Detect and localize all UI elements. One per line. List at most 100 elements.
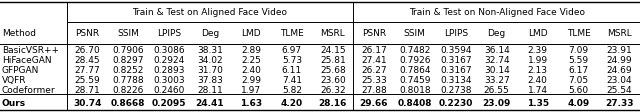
Text: 23.91: 23.91 [607, 45, 632, 54]
Text: 23.04: 23.04 [607, 75, 632, 84]
Text: 0.2095: 0.2095 [152, 98, 186, 107]
Text: SSIM: SSIM [404, 29, 426, 38]
Text: 26.55: 26.55 [484, 85, 509, 94]
Text: 1.63: 1.63 [240, 98, 262, 107]
Text: 28.71: 28.71 [74, 85, 100, 94]
Text: LPIPS: LPIPS [157, 29, 181, 38]
Text: 26.27: 26.27 [361, 65, 387, 74]
Text: 27.77: 27.77 [74, 65, 100, 74]
Text: 24.15: 24.15 [320, 45, 346, 54]
Text: 37.83: 37.83 [197, 75, 223, 84]
Text: TLME: TLME [566, 29, 591, 38]
Text: HiFaceGAN: HiFaceGAN [2, 55, 52, 64]
Text: 4.20: 4.20 [281, 98, 303, 107]
Text: 5.60: 5.60 [568, 85, 589, 94]
Text: 0.2893: 0.2893 [154, 65, 185, 74]
Text: Deg: Deg [201, 29, 219, 38]
Text: 26.32: 26.32 [320, 85, 346, 94]
Text: 1.97: 1.97 [241, 85, 261, 94]
Text: MSRL: MSRL [321, 29, 345, 38]
Text: 0.8297: 0.8297 [113, 55, 144, 64]
Text: 0.2924: 0.2924 [154, 55, 185, 64]
Text: LPIPS: LPIPS [444, 29, 468, 38]
Text: 0.3134: 0.3134 [440, 75, 472, 84]
Text: 24.69: 24.69 [607, 65, 632, 74]
Text: 0.3003: 0.3003 [153, 75, 185, 84]
Text: 0.3086: 0.3086 [153, 45, 185, 54]
Text: GFPGAN: GFPGAN [2, 65, 39, 74]
Text: 27.33: 27.33 [605, 98, 634, 107]
Text: 0.7788: 0.7788 [112, 75, 144, 84]
Text: 28.11: 28.11 [197, 85, 223, 94]
Text: 0.3167: 0.3167 [440, 55, 472, 64]
Text: 0.8018: 0.8018 [399, 85, 431, 94]
Text: 2.99: 2.99 [241, 75, 261, 84]
Text: 29.66: 29.66 [360, 98, 388, 107]
Text: 0.8408: 0.8408 [397, 98, 432, 107]
Text: 26.17: 26.17 [361, 45, 387, 54]
Text: 0.8668: 0.8668 [111, 98, 145, 107]
Text: 23.60: 23.60 [320, 75, 346, 84]
Text: 36.14: 36.14 [484, 45, 509, 54]
Text: PSNR: PSNR [362, 29, 386, 38]
Text: 0.8252: 0.8252 [113, 65, 144, 74]
Text: 30.74: 30.74 [73, 98, 101, 107]
Text: MSRL: MSRL [607, 29, 632, 38]
Text: 0.7459: 0.7459 [399, 75, 431, 84]
Text: 1.99: 1.99 [527, 55, 548, 64]
Text: 1.74: 1.74 [527, 85, 548, 94]
Text: BasicVSR++: BasicVSR++ [2, 45, 59, 54]
Text: Train & Test on Non-Aligned Face Video: Train & Test on Non-Aligned Face Video [409, 8, 585, 17]
Text: 25.68: 25.68 [320, 65, 346, 74]
Text: 0.2230: 0.2230 [438, 98, 473, 107]
Text: 0.2460: 0.2460 [154, 85, 185, 94]
Text: 1.35: 1.35 [527, 98, 548, 107]
Text: 2.39: 2.39 [527, 45, 548, 54]
Text: 24.99: 24.99 [607, 55, 632, 64]
Text: 28.45: 28.45 [74, 55, 100, 64]
Text: 27.41: 27.41 [361, 55, 387, 64]
Text: 6.97: 6.97 [282, 45, 302, 54]
Text: 27.88: 27.88 [361, 85, 387, 94]
Text: 32.74: 32.74 [484, 55, 509, 64]
Text: 7.09: 7.09 [568, 45, 589, 54]
Text: 0.7926: 0.7926 [399, 55, 431, 64]
Text: 7.05: 7.05 [568, 75, 589, 84]
Text: 0.7864: 0.7864 [399, 65, 431, 74]
Text: 24.41: 24.41 [196, 98, 225, 107]
Text: 38.31: 38.31 [197, 45, 223, 54]
Text: 28.16: 28.16 [319, 98, 347, 107]
Text: 5.73: 5.73 [282, 55, 302, 64]
Text: LMD: LMD [528, 29, 547, 38]
Text: TLME: TLME [280, 29, 304, 38]
Text: VQFR: VQFR [2, 75, 26, 84]
Text: Deg: Deg [488, 29, 506, 38]
Text: 0.3167: 0.3167 [440, 65, 472, 74]
Text: 6.17: 6.17 [568, 65, 589, 74]
Text: Train & Test on Aligned Face Video: Train & Test on Aligned Face Video [132, 8, 287, 17]
Text: 4.09: 4.09 [568, 98, 589, 107]
Text: 5.59: 5.59 [568, 55, 589, 64]
Text: 0.7482: 0.7482 [399, 45, 431, 54]
Text: Ours: Ours [2, 98, 26, 107]
Text: 23.09: 23.09 [483, 98, 511, 107]
Text: 7.41: 7.41 [282, 75, 302, 84]
Text: LMD: LMD [241, 29, 260, 38]
Text: 25.59: 25.59 [74, 75, 100, 84]
Text: 25.81: 25.81 [320, 55, 346, 64]
Text: 25.54: 25.54 [607, 85, 632, 94]
Text: 2.25: 2.25 [241, 55, 261, 64]
Text: 33.27: 33.27 [484, 75, 509, 84]
Text: 5.82: 5.82 [282, 85, 302, 94]
Text: 0.2738: 0.2738 [440, 85, 472, 94]
Text: 30.14: 30.14 [484, 65, 509, 74]
Text: Method: Method [2, 29, 36, 38]
Text: 31.70: 31.70 [197, 65, 223, 74]
Text: 2.13: 2.13 [527, 65, 548, 74]
Text: 26.70: 26.70 [74, 45, 100, 54]
Text: 6.11: 6.11 [282, 65, 302, 74]
Text: 34.02: 34.02 [197, 55, 223, 64]
Text: 0.3594: 0.3594 [440, 45, 472, 54]
Text: 0.7906: 0.7906 [112, 45, 144, 54]
Text: 2.89: 2.89 [241, 45, 261, 54]
